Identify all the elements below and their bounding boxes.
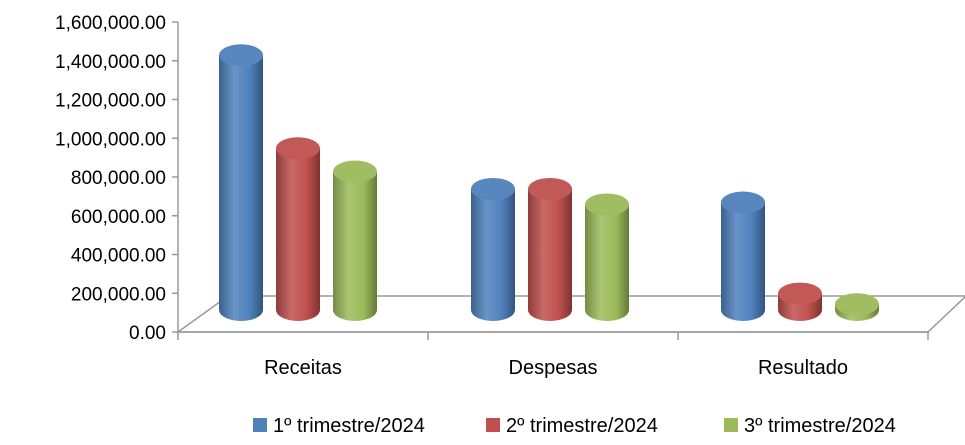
- legend: 1º trimestre/2024 2º trimestre/2024 3º tri…: [253, 415, 896, 437]
- x-category-label-despesas: Despesas: [509, 357, 598, 379]
- legend-item-2: 2º trimestre/2024: [486, 415, 658, 437]
- bar-body: [471, 188, 515, 321]
- bar-top: [585, 193, 629, 216]
- y-tick-label: 200,000.00: [71, 284, 166, 305]
- bar-receitas-series-1: [219, 44, 263, 321]
- bar-receitas-series-3: [333, 160, 377, 321]
- legend-swatch: [253, 418, 267, 432]
- bar-despesas-series-1: [471, 177, 515, 321]
- bar-top: [778, 282, 822, 305]
- y-tick-label: 600,000.00: [71, 207, 166, 228]
- bar-resultado-series-2: [778, 282, 822, 321]
- bar-top: [721, 191, 765, 214]
- legend-label: 2º trimestre/2024: [506, 415, 658, 437]
- bar-body: [528, 188, 572, 321]
- y-tick-label: 400,000.00: [71, 246, 166, 267]
- bar-body: [721, 202, 765, 321]
- bars: [219, 44, 879, 321]
- y-tick-label: 1,400,000.00: [55, 52, 166, 73]
- bar-body: [276, 148, 320, 321]
- x-axis-labels: Receitas Despesas Resultado: [264, 357, 848, 379]
- legend-swatch: [486, 418, 500, 432]
- bar-top: [528, 177, 572, 200]
- y-tick-label: 800,000.00: [71, 168, 166, 189]
- legend-item-1: 1º trimestre/2024: [253, 415, 425, 437]
- legend-label: 3º trimestre/2024: [744, 415, 896, 437]
- bar-resultado-series-1: [721, 191, 765, 321]
- bar-top: [333, 160, 377, 183]
- bar-top: [276, 137, 320, 160]
- bar-top: [219, 44, 263, 67]
- bar-despesas-series-2: [528, 177, 572, 321]
- bar-body: [585, 204, 629, 321]
- bar-body: [219, 55, 263, 321]
- legend-label: 1º trimestre/2024: [273, 415, 425, 437]
- bar-resultado-series-3: [835, 293, 879, 321]
- bar-despesas-series-3: [585, 193, 629, 321]
- y-tick-label: 1,000,000.00: [55, 129, 166, 150]
- y-tick-label: 1,200,000.00: [55, 91, 166, 112]
- bar-top: [835, 293, 879, 316]
- y-tick-label: 1,600,000.00: [55, 13, 166, 34]
- x-category-label-receitas: Receitas: [264, 357, 342, 379]
- legend-swatch: [724, 418, 738, 432]
- legend-item-3: 3º trimestre/2024: [724, 415, 896, 437]
- bar-receitas-series-2: [276, 137, 320, 321]
- bar-body: [333, 171, 377, 321]
- y-tick-label: 0.00: [129, 323, 166, 344]
- y-axis: 0.00 200,000.00 400,000.00 600,000.00 800,00…: [55, 13, 929, 344]
- bar-top: [471, 177, 515, 200]
- x-category-label-resultado: Resultado: [758, 357, 848, 379]
